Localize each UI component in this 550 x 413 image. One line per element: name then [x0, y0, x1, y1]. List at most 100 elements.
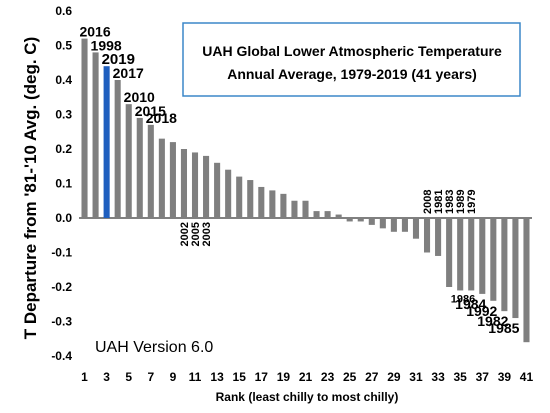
bar-rank-16 [247, 180, 254, 218]
bar-rank-18 [269, 190, 276, 218]
bar-rank-10 [180, 149, 188, 218]
bar-rank-29 [390, 218, 397, 232]
year-label-2008: 2008 [422, 190, 434, 214]
x-tick-label: 39 [498, 370, 512, 384]
chart-title-line2: Annual Average, 1979-2019 (41 years) [227, 66, 477, 82]
y-tick-label: -0.1 [51, 246, 72, 260]
x-tick-label: 13 [210, 370, 224, 384]
bar-rank-15 [236, 176, 243, 218]
bar-rank-31 [412, 218, 420, 239]
year-label-1982: 1982 [477, 313, 508, 329]
bar-rank-37 [479, 218, 486, 294]
x-tick-label: 1 [81, 370, 88, 384]
x-tick-label: 27 [365, 370, 379, 384]
x-tick-label: 21 [299, 370, 313, 384]
x-tick-label: 41 [520, 370, 534, 384]
bar-rank-32 [423, 218, 431, 253]
bar-rank-26 [357, 218, 364, 222]
year-label-1998: 1998 [91, 37, 122, 53]
bar-rank-17 [258, 186, 265, 218]
bar-rank-33 [435, 218, 442, 256]
bar-rank-23 [324, 211, 331, 218]
bar-rank-13 [214, 162, 221, 218]
x-tick-label: 19 [277, 370, 291, 384]
bar-rank-8 [158, 138, 165, 218]
y-tick-label: 0.3 [55, 108, 72, 122]
bar-rank-30 [401, 218, 408, 232]
y-tick-label: -0.2 [51, 280, 72, 294]
year-label-2016: 2016 [79, 24, 110, 40]
bar-rank-20 [291, 200, 298, 218]
y-tick-label: 0.2 [55, 142, 72, 156]
year-label-1984: 1984 [455, 296, 486, 312]
y-axis-title: T Departure from '81-'10 Avg. (deg. C) [21, 37, 40, 340]
bar-rank-35 [457, 218, 464, 291]
y-tick-label: 0.5 [55, 39, 72, 53]
x-tick-label: 7 [147, 370, 154, 384]
bar-rank-14 [225, 169, 232, 218]
bar-rank-12 [203, 155, 210, 218]
year-label-1981: 1981 [433, 190, 445, 214]
bar-rank-11 [191, 152, 199, 218]
version-note: UAH Version 6.0 [95, 339, 213, 356]
year-label-1979: 1979 [466, 190, 478, 214]
year-label-2003: 2003 [201, 222, 213, 246]
bar-rank-19 [280, 193, 287, 218]
year-label-2019: 2019 [102, 51, 135, 68]
y-tick-label: -0.4 [51, 349, 72, 363]
x-tick-label: 23 [321, 370, 335, 384]
x-tick-label: 25 [343, 370, 357, 384]
bar-rank-27 [368, 218, 375, 225]
title-box [182, 22, 521, 97]
x-axis-title: Rank (least chilly to most chilly) [216, 390, 399, 404]
bar-rank-25 [346, 218, 353, 222]
bar-rank-1 [81, 38, 88, 218]
year-label-2002: 2002 [179, 222, 191, 246]
year-label-1986: 1986 [451, 293, 475, 305]
x-tick-label: 3 [103, 370, 110, 384]
bar-rank-38 [490, 218, 497, 301]
bar-rank-21 [302, 200, 309, 218]
x-tick-label: 9 [170, 370, 177, 384]
bar-rank-39 [501, 218, 508, 312]
bar-rank-28 [379, 218, 386, 229]
bar-rank-36 [468, 218, 475, 291]
bar-rank-3 [103, 66, 110, 218]
y-tick-labels: 0.6 0.5 0.4 0.3 0.2 0.1 0.0 -0.1 -0.2 -0.3 -0.4 [51, 4, 72, 363]
year-label-1992: 1992 [466, 303, 497, 319]
year-label-2018: 2018 [146, 110, 177, 126]
y-tick-label: 0.0 [55, 211, 72, 225]
x-tick-label: 11 [189, 370, 202, 384]
bar-rank-7 [147, 124, 154, 218]
x-tick-label: 15 [233, 370, 247, 384]
x-tick-labels: 1 3 5 7 9 11 13 15 17 19 21 23 25 27 29 31 33 35 37 39 41 [81, 370, 533, 384]
year-label-2005: 2005 [190, 222, 202, 246]
x-tick-label: 31 [409, 370, 423, 384]
bar-rank-22 [313, 211, 320, 218]
year-label-1985: 1985 [488, 320, 519, 336]
bar-rank-41 [523, 218, 530, 343]
bar-rank-2 [92, 52, 99, 219]
y-tick-label: 0.6 [55, 4, 72, 18]
x-tick-label: 29 [387, 370, 401, 384]
bar-rank-40 [512, 218, 519, 319]
bar-rank-24 [335, 214, 342, 218]
y-tick-label: 0.4 [55, 73, 72, 87]
bar-rank-6 [136, 117, 143, 218]
y-tick-label: 0.1 [55, 177, 72, 191]
bars-group [81, 38, 530, 343]
bar-rank-4 [114, 80, 121, 218]
bar-rank-34 [446, 218, 453, 287]
year-label-2010: 2010 [124, 89, 155, 105]
x-tick-label: 35 [454, 370, 468, 384]
x-tick-label: 33 [431, 370, 445, 384]
y-tick-label: -0.3 [51, 315, 72, 329]
bar-rank-9 [169, 142, 176, 218]
year-label-1989: 1989 [455, 190, 467, 214]
year-label-2015: 2015 [135, 103, 166, 119]
x-tick-label: 5 [125, 370, 132, 384]
year-label-1983: 1983 [444, 190, 456, 214]
bar-rank-5 [125, 104, 132, 218]
